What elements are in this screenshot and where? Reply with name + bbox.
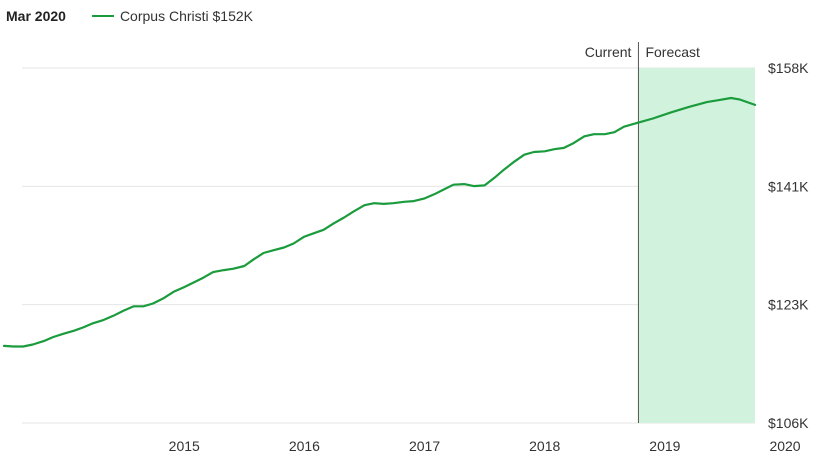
forecast-region (638, 68, 755, 423)
x-tick-label: 2019 (649, 438, 680, 454)
forecast-label: Forecast (645, 44, 700, 60)
series-line-corpus-christi (2, 96, 757, 348)
legend-series-label: Corpus Christi $152K (119, 8, 253, 24)
x-tick-label: 2020 (769, 438, 800, 454)
x-tick-label: 2017 (409, 438, 440, 454)
current-label: Current (585, 44, 632, 60)
legend-swatch (91, 15, 114, 17)
gridlines (22, 67, 755, 424)
legend-date: Mar 2020 (6, 8, 66, 24)
x-tick-label: 2015 (169, 438, 200, 454)
y-axis-ticks: $106K $123K $141K $158K (768, 60, 809, 431)
y-tick-label: $106K (768, 415, 809, 431)
x-tick-label: 2016 (289, 438, 320, 454)
chart-legend: Mar 2020 Corpus Christi $152K (6, 6, 253, 26)
y-tick-label: $123K (768, 297, 809, 313)
y-tick-label: $158K (768, 60, 809, 76)
x-axis-ticks: 2015 2016 2017 2018 2019 2020 (169, 438, 801, 454)
x-tick-label: 2018 (529, 438, 560, 454)
y-tick-label: $141K (768, 178, 809, 194)
